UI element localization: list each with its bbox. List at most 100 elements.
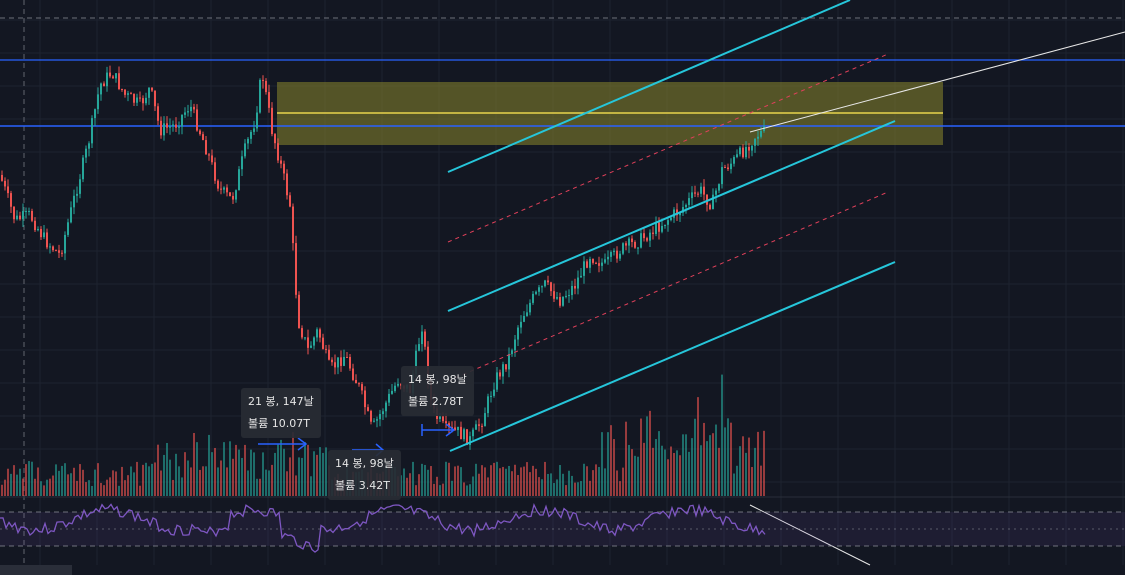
volume-bar xyxy=(85,482,87,496)
candle-body xyxy=(46,232,48,248)
volume-bar xyxy=(580,481,582,496)
candle-body xyxy=(211,155,213,163)
volume-bar xyxy=(139,485,141,496)
candle-body xyxy=(565,295,567,297)
volume-bar xyxy=(46,479,48,496)
candle-body xyxy=(94,109,96,119)
volume-bar xyxy=(703,422,705,496)
candle-body xyxy=(508,354,510,370)
candle-body xyxy=(343,356,345,366)
candle-body xyxy=(652,232,654,234)
volume-bar xyxy=(415,485,417,496)
candle-body xyxy=(169,126,171,128)
volume-bar xyxy=(136,461,138,496)
volume-bar xyxy=(232,458,234,496)
volume-bar xyxy=(424,464,426,496)
candle-body xyxy=(214,162,216,181)
candle-body xyxy=(469,436,471,445)
volume-bar xyxy=(166,443,168,496)
volume-bar xyxy=(94,469,96,496)
volume-bar xyxy=(685,434,687,496)
candle-body xyxy=(460,426,462,440)
volume-bar xyxy=(658,431,660,496)
candle-body xyxy=(562,296,564,306)
candle-body xyxy=(664,224,666,226)
candle-body xyxy=(502,364,504,377)
candle-body xyxy=(754,138,756,146)
candle-body xyxy=(592,259,594,263)
candle-body xyxy=(253,128,255,132)
volume-bar xyxy=(34,478,36,496)
volume-bar xyxy=(238,449,240,496)
candle-body xyxy=(559,297,561,306)
volume-bar xyxy=(283,448,285,496)
volume-bar xyxy=(754,447,756,496)
candle-body xyxy=(310,345,312,348)
candle-body xyxy=(181,114,183,127)
volume-bar xyxy=(187,460,189,496)
candle-body xyxy=(514,339,516,351)
candle-body xyxy=(553,291,555,299)
volume-bar xyxy=(550,473,552,496)
candle-body xyxy=(463,429,465,440)
volume-bar xyxy=(205,466,207,496)
volume-bar xyxy=(523,466,525,496)
candle-body xyxy=(478,424,480,426)
volume-bar xyxy=(52,475,54,496)
candle-body xyxy=(604,259,606,263)
volume-bar xyxy=(613,439,615,496)
candle-body xyxy=(658,222,660,232)
candle-body xyxy=(43,232,45,238)
candle-body xyxy=(79,179,81,194)
volume-bar xyxy=(736,465,738,496)
volume-bar xyxy=(28,461,30,496)
candle-body xyxy=(427,346,429,382)
candle-body xyxy=(733,157,735,164)
volume-bar xyxy=(466,485,468,496)
volume-bar xyxy=(100,482,102,496)
candle-body xyxy=(364,390,366,408)
volume-bar xyxy=(259,478,261,496)
candle-body xyxy=(61,252,63,254)
candle-body xyxy=(445,421,447,424)
volume-bar xyxy=(715,424,717,496)
volume-bar xyxy=(679,455,681,496)
candle-body xyxy=(703,186,705,195)
volume-bar xyxy=(325,447,327,496)
volume-bar xyxy=(451,480,453,496)
candle-body xyxy=(379,414,381,420)
candle-body xyxy=(739,147,741,155)
volume-bar xyxy=(601,432,603,496)
candle-body xyxy=(679,212,681,216)
candle-body xyxy=(616,250,618,259)
candle-body xyxy=(481,425,483,427)
volume-bar xyxy=(463,482,465,496)
volume-bar xyxy=(760,465,762,496)
candle-body xyxy=(361,384,363,391)
volume-bar xyxy=(112,470,114,496)
volume-bar xyxy=(49,478,51,496)
volume-bar xyxy=(58,470,60,496)
measure-label-3-volume: 볼륨 2.78T xyxy=(408,395,463,408)
volume-bar xyxy=(319,447,321,496)
candle-body xyxy=(196,109,198,131)
volume-bar xyxy=(253,452,255,496)
candle-body xyxy=(526,312,528,316)
volume-bar xyxy=(718,447,720,496)
candle-body xyxy=(10,193,12,207)
volume-bar xyxy=(151,463,153,496)
volume-bar xyxy=(148,466,150,496)
candle-body xyxy=(232,195,234,200)
candle-body xyxy=(706,194,708,205)
candle-body xyxy=(91,118,93,144)
volume-bar xyxy=(646,416,648,496)
candle-body xyxy=(124,89,126,95)
candle-body xyxy=(646,238,648,241)
candle-body xyxy=(556,297,558,299)
volume-bar xyxy=(490,465,492,496)
candle-body xyxy=(505,364,507,370)
candle-body xyxy=(148,87,150,98)
volume-bar xyxy=(676,450,678,496)
